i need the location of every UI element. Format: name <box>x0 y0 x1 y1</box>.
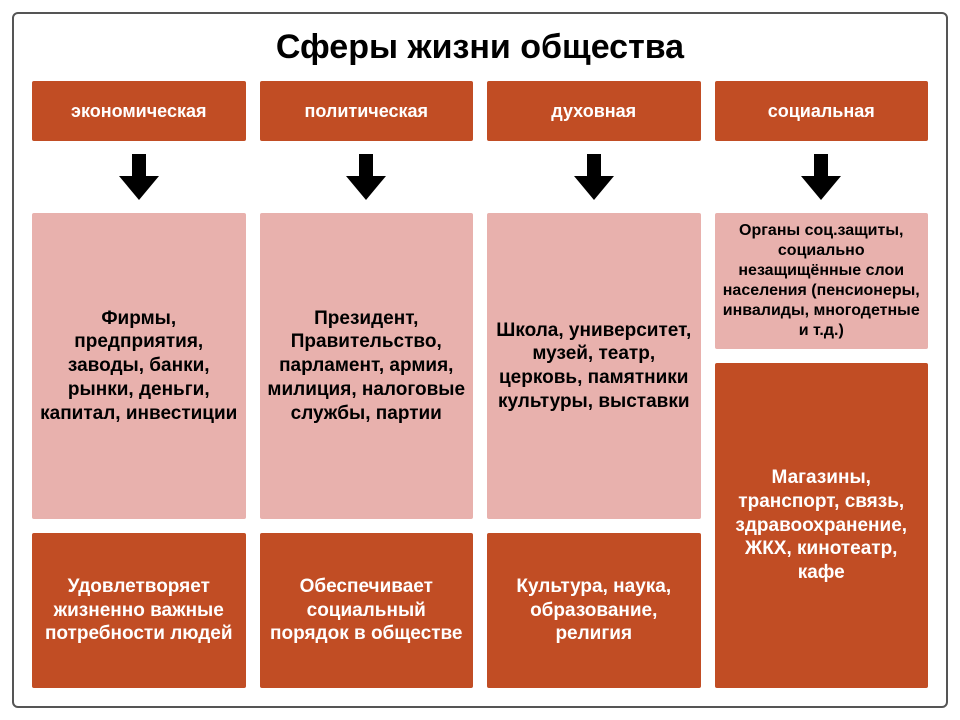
columns-grid: экономическая Фирмы, предприятия, заводы… <box>32 81 928 688</box>
examples-social: Органы соц.защиты, социально незащищённы… <box>715 213 929 349</box>
arrow-spiritual <box>487 149 701 205</box>
header-social: социальная <box>715 81 929 141</box>
arrow-down-icon <box>119 154 159 200</box>
arrow-down-icon <box>346 154 386 200</box>
summary-social: Магазины, транспорт, связь, здравоохране… <box>715 363 929 688</box>
summary-political: Обеспечивает социальный порядок в общест… <box>260 533 474 688</box>
summary-spiritual: Культура, наука, образование, религия <box>487 533 701 688</box>
arrow-down-icon <box>801 154 841 200</box>
arrow-down-icon <box>574 154 614 200</box>
column-political: политическая Президент, Правительство, п… <box>260 81 474 688</box>
column-social: социальная Органы соц.защиты, социально … <box>715 81 929 688</box>
arrow-social <box>715 149 929 205</box>
column-spiritual: духовная Школа, университет, музей, теат… <box>487 81 701 688</box>
header-economic: экономическая <box>32 81 246 141</box>
diagram-title: Сферы жизни общества <box>32 28 928 67</box>
diagram-frame: Сферы жизни общества экономическая Фирмы… <box>12 12 948 708</box>
examples-economic: Фирмы, предприятия, заводы, банки, рынки… <box>32 213 246 519</box>
arrow-economic <box>32 149 246 205</box>
examples-political: Президент, Правительство, парламент, арм… <box>260 213 474 519</box>
column-economic: экономическая Фирмы, предприятия, заводы… <box>32 81 246 688</box>
summary-economic: Удовлетворяет жизненно важные потребност… <box>32 533 246 688</box>
header-spiritual: духовная <box>487 81 701 141</box>
header-political: политическая <box>260 81 474 141</box>
examples-spiritual: Школа, университет, музей, театр, церков… <box>487 213 701 519</box>
arrow-political <box>260 149 474 205</box>
